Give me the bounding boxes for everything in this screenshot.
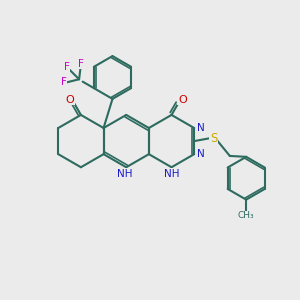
Text: O: O [178, 95, 187, 105]
Text: F: F [64, 62, 70, 72]
Text: N: N [197, 149, 205, 159]
Text: F: F [78, 59, 83, 69]
Text: N: N [197, 123, 205, 133]
Text: NH: NH [117, 169, 133, 179]
Text: CH₃: CH₃ [238, 212, 254, 220]
Text: F: F [61, 77, 67, 87]
Text: NH: NH [164, 169, 179, 179]
Text: O: O [65, 95, 74, 105]
Text: S: S [210, 132, 217, 145]
